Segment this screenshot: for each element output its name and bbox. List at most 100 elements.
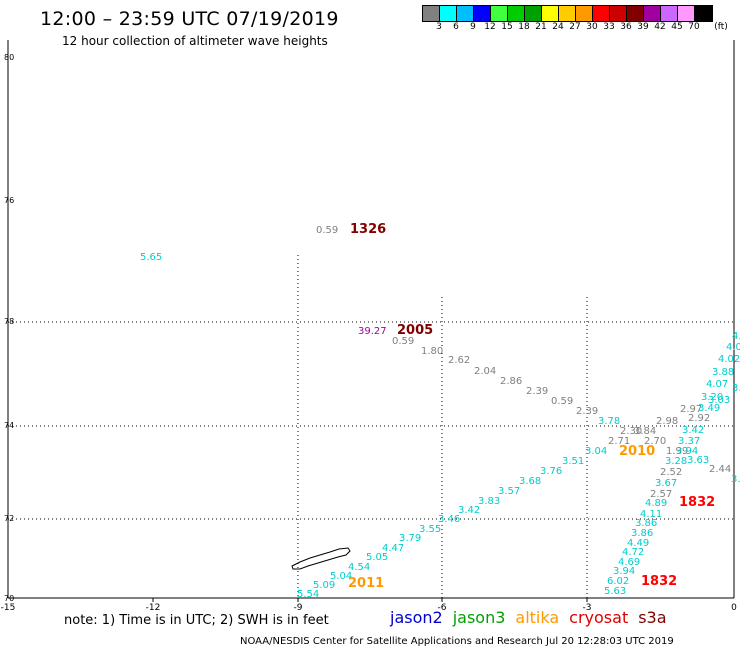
pass-time-label: 2010	[619, 444, 655, 459]
latitude-tick-label: 76	[4, 196, 14, 205]
wave-height-label: 3.78	[598, 416, 620, 427]
footnote: note: 1) Time is in UTC; 2) SWH is in fe…	[64, 613, 329, 628]
wave-height-label: 5.63	[604, 586, 626, 597]
map-subtitle: 12 hour collection of altimeter wave hei…	[62, 34, 328, 48]
wave-height-label: 4.49	[627, 538, 649, 549]
wave-height-label: 3.67	[655, 478, 677, 489]
jan-mayen-island-outline	[291, 547, 351, 570]
wave-height-label: 2.30	[620, 426, 642, 437]
map-gridlines	[8, 255, 734, 598]
map-title: 12:00 – 23:59 UTC 07/19/2019	[40, 8, 339, 30]
latitude-tick-label: 78	[4, 317, 14, 326]
color-swatch	[525, 6, 542, 21]
wave-height-label: 3.37	[678, 436, 700, 447]
wave-height-label: 2.70	[644, 436, 666, 447]
wave-height-label: 2.04	[474, 366, 496, 377]
color-swatch	[559, 6, 576, 21]
color-swatch	[644, 6, 661, 21]
wave-height-label: 3.68	[519, 476, 541, 487]
color-scale-label: 9	[470, 22, 476, 32]
color-swatch	[491, 6, 508, 21]
pass-time-label: 1832	[641, 574, 677, 589]
satellite-legend-item: cryosat	[569, 608, 629, 627]
wave-height-label: 1.99	[666, 446, 688, 457]
wave-height-label: 4.69	[618, 557, 640, 568]
color-scale-label: 3	[436, 22, 442, 32]
wave-height-label: 5.54	[297, 589, 319, 600]
wave-height-label: 3.86	[635, 518, 657, 529]
wave-height-label: 2.98	[656, 416, 678, 427]
color-scale-label: 70	[688, 22, 700, 32]
satellite-legend-item: s3a	[638, 608, 667, 627]
color-scale-label: 42	[654, 22, 666, 32]
pass-time-label: 2011	[348, 576, 384, 591]
color-swatch	[695, 6, 712, 21]
wave-height-label: 2.39	[526, 386, 548, 397]
color-scale-labels: 3 6 9 12 15 18 21 24 27 30 33 36 39 42 45 70 (ft)	[422, 22, 740, 34]
wave-height-label: 2.86	[500, 376, 522, 387]
wave-height-label: 3.03	[708, 395, 730, 406]
wave-height-label: 4.	[732, 331, 740, 342]
latitude-tick-label: 74	[4, 421, 14, 430]
color-scale-unit: (ft)	[714, 22, 728, 32]
wave-height-label: 4.0	[726, 342, 740, 353]
color-swatch	[661, 6, 678, 21]
wave-height-label: 2.62	[448, 355, 470, 366]
color-swatch	[542, 6, 559, 21]
wave-height-label: 2.97	[680, 404, 702, 415]
color-scale-label: 18	[518, 22, 530, 32]
wave-height-label: 3.55	[419, 524, 441, 535]
wave-height-label: 4.11	[640, 509, 662, 520]
color-scale-label: 12	[484, 22, 496, 32]
wave-height-label: 3.49	[698, 403, 720, 414]
longitude-tick-label: 0	[731, 603, 737, 613]
map-frame	[7, 40, 735, 599]
wave-height-label: 3.94	[613, 566, 635, 577]
longitude-tick-label: -12	[146, 603, 161, 613]
wave-height-label: 3.88	[712, 367, 734, 378]
pass-time-label: 1326	[350, 222, 386, 237]
color-swatch	[576, 6, 593, 21]
wave-height-label: 3.76	[540, 466, 562, 477]
pass-time-label: 1832	[679, 495, 715, 510]
wave-height-label: 4.89	[645, 498, 667, 509]
wave-height-label: 3.57	[498, 486, 520, 497]
color-scale-label: 30	[586, 22, 598, 32]
color-swatch	[593, 6, 610, 21]
color-swatch	[423, 6, 440, 21]
wave-height-label: 5.04	[330, 571, 352, 582]
wave-height-label: 4.54	[348, 562, 370, 573]
credit-line: NOAA/NESDIS Center for Satellite Applica…	[240, 636, 674, 647]
wave-height-label: 2.71	[608, 436, 630, 447]
wave-height-label: 2.92	[688, 413, 710, 424]
wave-height-label: 2.52	[660, 467, 682, 478]
wave-height-label: 0.59	[551, 396, 573, 407]
color-swatch	[457, 6, 474, 21]
wave-height-label: 5.65	[140, 252, 162, 263]
color-scale-label: 33	[603, 22, 615, 32]
wave-height-label: 3.04	[585, 446, 607, 457]
wave-height-label: 3.51	[562, 456, 584, 467]
satellite-legend-item: altika	[515, 608, 560, 627]
color-swatch	[678, 6, 695, 21]
wave-height-label: 3.79	[399, 533, 421, 544]
color-scale-label: 27	[569, 22, 581, 32]
wave-height-label: 4.07	[706, 379, 728, 390]
wave-height-label: 39.27	[358, 326, 387, 337]
latitude-tick-label: 72	[4, 514, 14, 523]
wave-height-label: 2.39	[576, 406, 598, 417]
wave-height-label: 3.	[732, 383, 740, 394]
wave-height-label: 5.09	[313, 580, 335, 591]
wave-height-label: 3.42	[458, 505, 480, 516]
wave-height-label: 3.	[731, 474, 740, 485]
satellite-legend: jason2 jason3 altika cryosat s3a	[390, 608, 677, 627]
wave-height-label: 4.72	[622, 547, 644, 558]
color-scale-bar	[422, 5, 713, 22]
wave-height-label: 6.02	[607, 576, 629, 587]
color-scale-label: 45	[671, 22, 683, 32]
wave-height-label: 5.05	[366, 552, 388, 563]
longitude-tick-label: -6	[438, 603, 447, 613]
wave-height-label: 1.80	[421, 346, 443, 357]
color-scale-label: 15	[501, 22, 513, 32]
wave-height-label: 3.84	[634, 426, 656, 437]
